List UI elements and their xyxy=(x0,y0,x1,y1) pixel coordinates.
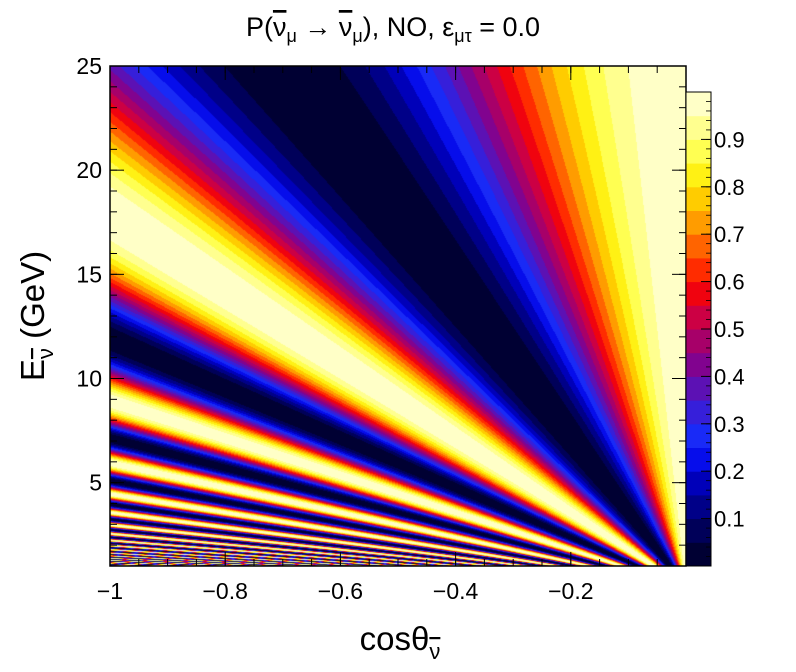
colorbar-tick-label: 0.2 xyxy=(714,459,745,484)
colorbar-band xyxy=(686,352,711,377)
colorbar-tick-label: 0.5 xyxy=(714,317,745,342)
colorbar-tick-label: 0.4 xyxy=(714,364,745,389)
colorbar-band xyxy=(686,139,711,164)
colorbar-band xyxy=(686,494,711,520)
colorbar-band xyxy=(686,186,711,211)
colorbar-tick-label: 0.7 xyxy=(714,222,745,247)
x-axis-label: cosθν xyxy=(360,620,441,664)
x-tick-label: −1 xyxy=(97,578,123,604)
colorbar-band xyxy=(686,447,711,472)
x-tick-label: −0.2 xyxy=(548,578,593,604)
colorbar-tick-label: 0.9 xyxy=(714,127,745,152)
colorbar-band xyxy=(686,329,711,354)
colorbar-tick-label: 0.8 xyxy=(714,175,745,200)
heatmap-image xyxy=(110,66,686,566)
colorbar-band xyxy=(686,115,711,140)
colorbar-band xyxy=(686,305,711,330)
x-axis: −1 −0.8 −0.6 −0.4 −0.2 xyxy=(97,66,687,604)
colorbar-band xyxy=(686,210,711,235)
y-tick-label: 10 xyxy=(76,366,102,392)
plot-area xyxy=(109,65,687,567)
x-tick-label: −0.8 xyxy=(202,578,247,604)
y-axis: 5 10 15 20 25 xyxy=(76,53,686,567)
colorbar-band xyxy=(686,518,711,543)
x-tick-label: −0.4 xyxy=(433,578,479,604)
y-tick-label: 15 xyxy=(76,261,102,287)
colorbar-band xyxy=(686,400,711,425)
colorbar-band xyxy=(686,257,711,283)
colorbar-ticks: 0.1 0.2 0.3 0.4 0.5 0.6 0.7 0.8 0.9 xyxy=(701,101,745,557)
colorbar-tick-label: 0.3 xyxy=(714,412,745,437)
colorbar-band xyxy=(686,92,711,117)
colorbar-band xyxy=(686,542,711,567)
colorbar-band xyxy=(686,163,711,188)
colorbar-band xyxy=(686,376,711,401)
colorbar-tick-label: 0.1 xyxy=(714,507,745,532)
colorbar: 0.1 0.2 0.3 0.4 0.5 0.6 0.7 0.8 0.9 xyxy=(685,91,745,567)
colorbar-tick-label: 0.6 xyxy=(714,270,745,295)
y-axis-label: Eν (GeV) xyxy=(14,251,58,381)
colorbar-bands xyxy=(686,92,711,567)
y-tick-label: 25 xyxy=(76,53,102,79)
chart-title: P(νμ → νμ), NO, εμτ = 0.0 xyxy=(246,12,540,46)
y-tick-label: 5 xyxy=(89,470,102,496)
x-tick-label: −0.6 xyxy=(318,578,363,604)
colorbar-band xyxy=(686,423,711,448)
colorbar-band xyxy=(686,234,711,259)
colorbar-band xyxy=(686,471,711,496)
y-tick-label: 20 xyxy=(76,157,102,183)
colorbar-band xyxy=(686,281,711,306)
